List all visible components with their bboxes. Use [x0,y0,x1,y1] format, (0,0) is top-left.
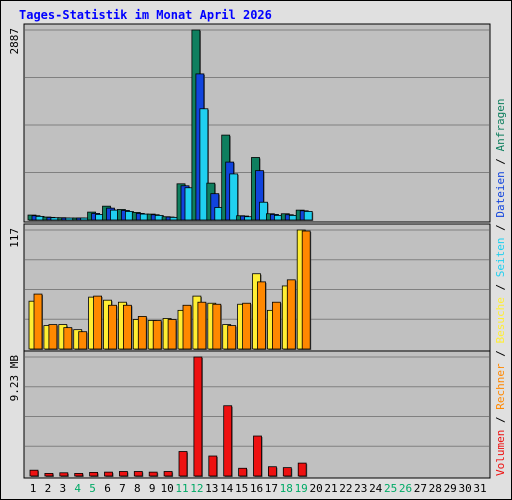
x-tick-label-day-26: 26 [399,482,412,495]
bar-volumen-day-14 [223,405,233,477]
x-tick-label-day-27: 27 [414,482,427,495]
bar-rechner-day-8 [137,316,147,350]
legend-item-besuche: Besuche [494,297,507,343]
x-tick-label-day-10: 10 [160,482,173,495]
bar-seiten-day-14 [229,173,239,221]
bar-volumen-day-2 [44,473,54,477]
x-tick-label-day-4: 4 [74,482,81,495]
x-tick-label-day-9: 9 [149,482,156,495]
legend-text: Volumen / Rechner / Besuche / Seiten / D… [494,98,507,476]
bar-volumen-day-12 [193,356,203,477]
bar-volumen-day-10 [163,471,173,477]
bar-seiten-day-16 [259,201,268,221]
bar-rechner-day-3 [63,327,73,350]
bar-volumen-day-9 [148,471,158,477]
x-tick-label-day-6: 6 [104,482,111,495]
x-tick-label-day-19: 19 [295,482,308,495]
x-tick-label-day-28: 28 [429,482,442,495]
y-max-label: 2887 [8,28,21,55]
x-tick-label-day-24: 24 [369,482,383,495]
bar-rechner-day-18 [286,279,296,350]
x-tick-label-day-20: 20 [309,482,322,495]
x-tick-label-day-7: 7 [119,482,126,495]
legend-item-seiten: Seiten [494,238,507,278]
panel-1: 2887 [8,23,491,223]
x-tick-label-day-17: 17 [265,482,278,495]
legend-separator: / [494,344,507,364]
x-tick-label-day-16: 16 [250,482,263,495]
x-tick-label-day-15: 15 [235,482,248,495]
bar-rechner-day-5 [93,295,102,350]
x-tick-label-day-22: 22 [339,482,352,495]
bar-rechner-day-16 [257,281,266,350]
legend-item-dateien: Dateien [494,171,507,217]
bar-rechner-day-12 [197,301,207,350]
x-tick-label-day-14: 14 [220,482,234,495]
bar-volumen-day-19 [297,462,307,477]
legend-separator: / [494,151,507,171]
x-tick-label-day-1: 1 [30,482,37,495]
bar-volumen-day-15 [238,467,248,477]
bar-rechner-day-1 [33,293,43,350]
bar-rechner-day-7 [123,304,132,350]
x-axis-day-labels: 1 2 3 4 5 6 7 8 9 10 11 12 13 14 15 16 17 18 19 20 21 22 23 24 2… [30,482,487,495]
chart-title: Tages-Statistik im Monat April 2026 [19,8,272,22]
bar-volumen-day-8 [133,471,143,477]
legend-item-anfragen: Anfragen [494,98,507,151]
chart-legend: Volumen / Rechner / Besuche / Seiten / D… [494,98,507,476]
x-tick-label-day-25: 25 [384,482,397,495]
x-tick-label-day-23: 23 [354,482,367,495]
bar-rechner-day-19 [301,230,311,350]
bar-seiten-day-12 [199,108,209,221]
bar-volumen-day-13 [208,455,218,477]
bar-rechner-day-10 [167,319,177,350]
x-tick-label-day-18: 18 [280,482,293,495]
x-tick-label-day-21: 21 [324,482,337,495]
bar-volumen-day-11 [178,451,188,477]
x-tick-label-day-30: 30 [458,482,471,495]
chart-panels: 2887 117 9.23 MB [8,23,491,479]
bar-volumen-day-3 [59,472,69,477]
legend-separator: / [494,277,507,297]
panel-3: 9.23 MB [8,350,491,479]
bar-volumen-day-16 [253,435,262,477]
legend-item-volumen: Volumen [494,430,507,476]
x-tick-label-day-2: 2 [45,482,52,495]
legend-separator: / [494,218,507,238]
bar-rechner-day-15 [242,302,252,350]
panel-2: 117 [8,223,491,352]
bar-volumen-day-17 [267,466,277,477]
x-tick-label-day-31: 31 [473,482,486,495]
x-tick-label-day-3: 3 [59,482,66,495]
legend-item-rechner: Rechner [494,363,507,410]
x-tick-label-day-13: 13 [205,482,218,495]
bar-rechner-day-2 [48,324,58,350]
bar-rechner-day-13 [212,303,222,350]
bar-volumen-day-4 [74,473,84,477]
y-max-label: 9.23 MB [8,355,21,402]
bar-volumen-day-18 [282,467,292,477]
bar-rechner-day-9 [152,320,162,350]
bar-seiten-day-19 [303,211,313,221]
bar-rechner-day-6 [108,304,117,350]
legend-separator: / [494,410,507,430]
bar-rechner-day-4 [78,331,88,350]
x-tick-label-day-29: 29 [444,482,457,495]
x-tick-label-day-11: 11 [175,482,188,495]
bar-volumen-day-5 [89,471,98,477]
bar-rechner-day-17 [271,301,281,350]
y-max-label: 117 [8,228,21,248]
bar-volumen-day-6 [104,471,113,477]
bar-rechner-day-11 [182,304,192,350]
bar-volumen-day-7 [119,471,128,477]
bar-rechner-day-14 [227,325,237,350]
x-tick-label-day-12: 12 [190,482,203,495]
bar-volumen-day-1 [29,469,39,477]
x-tick-label-day-8: 8 [134,482,141,495]
x-tick-label-day-5: 5 [89,482,96,495]
